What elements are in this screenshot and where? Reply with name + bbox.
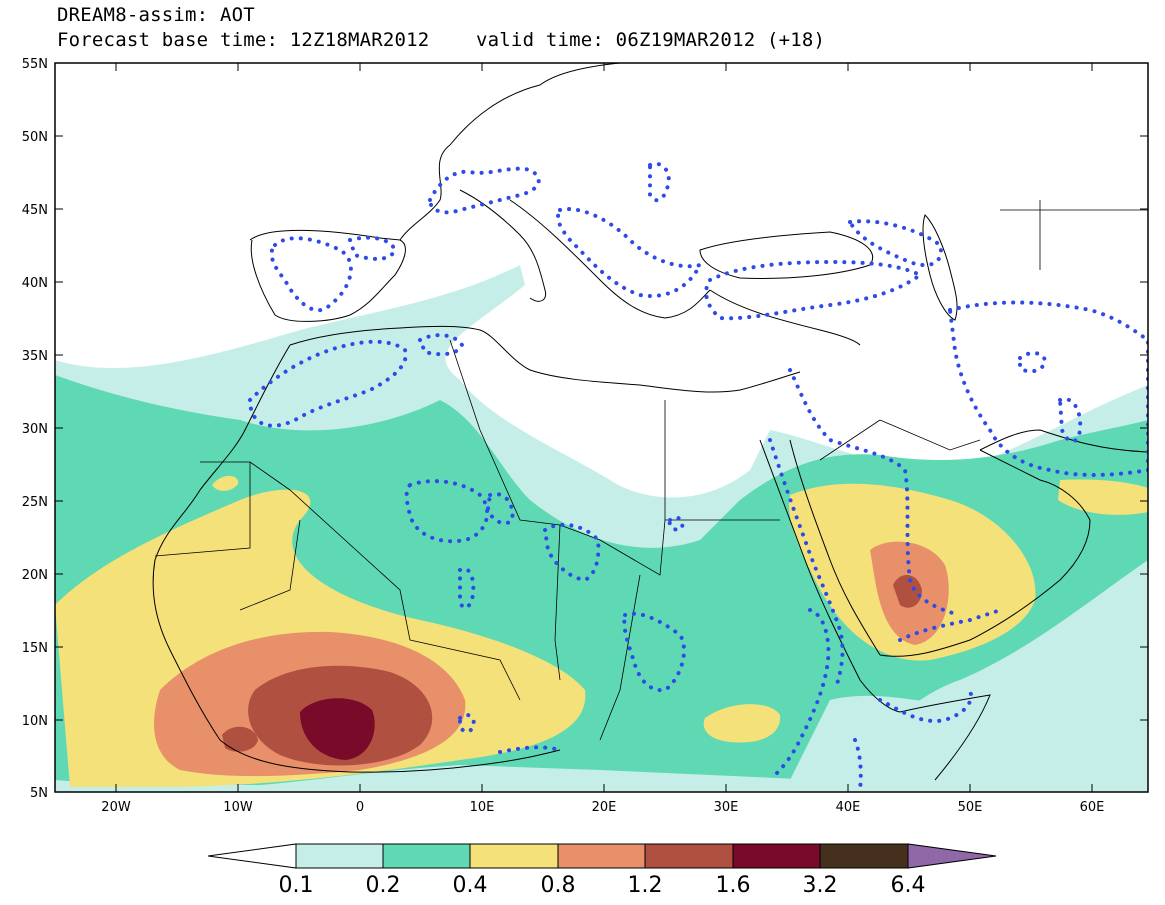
valid-time-label: valid time: 06Z19MAR2012 (+18) (476, 29, 826, 51)
lon-label-20w: 20W (101, 800, 131, 815)
lat-label-20n: 20N (22, 568, 48, 583)
tick-marks (55, 63, 1148, 792)
aot-band-1.6-core (300, 698, 375, 760)
dust-contour-somalia (878, 688, 973, 723)
dust-contour-nigeria (458, 712, 477, 734)
aot-field (55, 63, 1148, 792)
lon-label-0: 0 (356, 800, 364, 815)
colorbar-label-0.4: 0.4 (453, 873, 488, 898)
colorbar-labels: 0.1 0.2 0.4 0.8 1.2 1.6 3.2 6.4 (279, 873, 926, 898)
colorbar-swatch-1.2 (644, 843, 734, 869)
aot-band-0.1-east-africa (790, 695, 977, 788)
colorbar-arrow-right (907, 843, 997, 869)
lat-ticks-right (1140, 135, 1148, 721)
colorbar-swatch-3.2 (819, 843, 909, 869)
gulf-coastline (979, 429, 1148, 453)
colorbar-label-1.6: 1.6 (716, 873, 751, 898)
lat-label-30n: 30N (22, 422, 48, 437)
dust-contour-caucasus (846, 219, 943, 268)
colorbar (207, 843, 997, 869)
dust-contour-levant (788, 368, 962, 617)
dust-contour-iberia-east (347, 235, 398, 261)
red-sea-east (789, 439, 881, 656)
dust-contour-iran-south (1057, 397, 1083, 444)
lon-label-10e: 10E (470, 800, 495, 815)
lat-label-35n: 35N (22, 349, 48, 364)
lon-ticks-bottom (115, 784, 1093, 792)
dust-contour-kenya (853, 738, 863, 792)
colorbar-label-6.4: 6.4 (891, 873, 926, 898)
colorbar-label-0.1: 0.1 (279, 873, 314, 898)
lon-label-60e: 60E (1080, 800, 1105, 815)
lat-label-5n: 5N (30, 786, 48, 801)
lon-label-30e: 30E (714, 800, 739, 815)
lat-label-25n: 25N (22, 495, 48, 510)
colorbar-swatch-0.4 (469, 843, 559, 869)
dust-contour-carpathians (648, 161, 671, 203)
west-africa-coastline (152, 344, 561, 773)
colorbar-label-0.2: 0.2 (366, 873, 401, 898)
anatolia-coastline (709, 289, 861, 346)
colorbar-label-0.8: 0.8 (541, 873, 576, 898)
colorbar-label-3.2: 3.2 (803, 873, 838, 898)
lon-label-10w: 10W (223, 800, 253, 815)
dust-contours (247, 161, 1148, 792)
colorbar-swatch-0.2 (382, 843, 471, 869)
colorbar-arrow-left (207, 843, 297, 869)
colorbar-swatch-1.6 (732, 843, 821, 869)
colorbar-swatch-0.8 (557, 843, 646, 869)
political-borders (154, 200, 1148, 741)
lat-label-45n: 45N (22, 203, 48, 218)
dust-contour-iran-inner (1018, 351, 1048, 374)
lat-ticks-left (55, 135, 63, 721)
aot-band-1.2-west (222, 726, 258, 752)
horn-of-africa (899, 694, 991, 781)
lat-labels: 55N 50N 45N 40N 35N 30N 25N 20N 15N 10N … (22, 57, 48, 801)
italy-coastline (459, 189, 547, 302)
dust-contour-balkans (556, 207, 704, 298)
lon-label-20e: 20E (592, 800, 617, 815)
lon-ticks-top (115, 63, 1093, 71)
coastlines-borders (152, 63, 1148, 781)
arabia-coastline (879, 449, 1091, 657)
lat-label-55n: 55N (22, 57, 48, 72)
forecast-time-line: Forecast base time: 12Z18MAR2012 valid t… (57, 30, 825, 50)
black-sea (699, 231, 873, 279)
dust-contour-yemen (898, 608, 1002, 642)
aot-band-1.2-arabia (893, 574, 922, 608)
base-time-label: Forecast base time: 12Z18MAR2012 (57, 29, 430, 51)
dust-contour-chad (458, 566, 476, 610)
dust-contour-france (427, 166, 541, 215)
dust-contour-iran (947, 300, 1148, 477)
aot-band-0.4-sudan (703, 704, 781, 743)
lat-label-40n: 40N (22, 276, 48, 291)
dust-contour-turkey (704, 259, 924, 321)
iberia-coastline (250, 239, 406, 322)
europe-coastline (249, 63, 621, 241)
lat-label-50n: 50N (22, 130, 48, 145)
lon-labels: 20W 10W 0 10E 20E 30E 40E 50E 60E (101, 800, 1104, 815)
map-title: DREAM8-assim: AOT (57, 4, 255, 26)
lat-label-15n: 15N (22, 641, 48, 656)
lon-label-40e: 40E (836, 800, 861, 815)
colorbar-label-1.2: 1.2 (628, 873, 663, 898)
balkans-coastline (509, 199, 711, 319)
aot-band-0.4-mauritania (212, 475, 239, 491)
red-sea-west (759, 439, 901, 713)
dust-contour-algeria-north (417, 333, 465, 357)
dust-contour-ethiopia (773, 608, 831, 777)
lon-label-50e: 50E (958, 800, 983, 815)
dust-contour-sahel-south (498, 745, 562, 754)
dust-contour-iberia (269, 236, 353, 313)
dust-contour-red-sea (768, 438, 845, 692)
north-africa-coastline (289, 325, 801, 393)
colorbar-swatch-0.1 (295, 843, 384, 869)
lat-label-10n: 10N (22, 714, 48, 729)
caspian-sea (922, 214, 958, 321)
